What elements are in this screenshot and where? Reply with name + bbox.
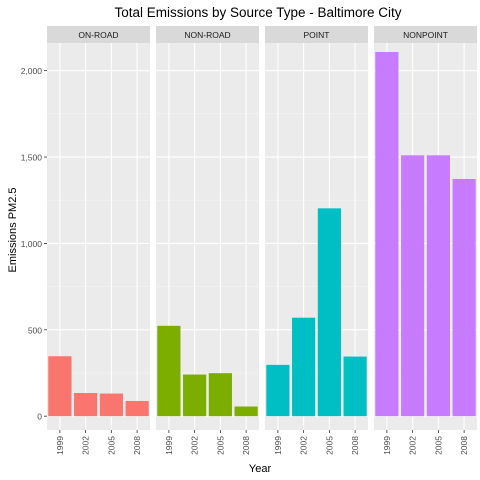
bar: [375, 51, 399, 417]
bar: [292, 317, 316, 417]
y-axis: 0 500 1,000 1,500 2,000: [21, 66, 47, 422]
x-tick-label: 2002: [81, 436, 91, 455]
facet-panel: NONPOINT 1999 2002 2005 2008: [374, 26, 477, 455]
x-tick-label: 1999: [273, 436, 283, 455]
bar: [48, 356, 72, 417]
facet-strip: [47, 26, 150, 43]
bar: [343, 356, 367, 417]
bar: [99, 393, 123, 417]
bar: [426, 155, 450, 417]
x-tick-label: 2002: [299, 436, 309, 455]
x-tick-label: 2005: [324, 436, 334, 455]
x-tick-label: 1999: [55, 436, 65, 455]
bar: [208, 373, 232, 417]
x-tick-label: 2005: [106, 436, 116, 455]
y-tick-label: 2,000: [21, 66, 43, 76]
bar: [452, 178, 476, 417]
x-tick-label: 2008: [350, 436, 360, 455]
chart-title: Total Emissions by Source Type - Baltimo…: [114, 5, 401, 20]
facet-strip: [374, 26, 477, 43]
x-tick-label: 2008: [241, 436, 251, 455]
facet-strip-label: ON-ROAD: [78, 30, 118, 40]
facet-strip: [156, 26, 259, 43]
x-tick-label: 2005: [433, 436, 443, 455]
bar: [401, 155, 425, 417]
facet-strip-label: NON-ROAD: [184, 30, 230, 40]
x-tick-label: 2002: [408, 436, 418, 455]
facet-panel: POINT 1999 2002 2005 2008: [265, 26, 368, 455]
facet-panel: NON-ROAD 1999 2002 2005 2008: [156, 26, 259, 455]
x-tick-label: 1999: [382, 436, 392, 455]
bar: [125, 400, 149, 417]
y-tick-label: 1,500: [21, 153, 43, 163]
bar: [266, 364, 290, 417]
facet-strip: [265, 26, 368, 43]
x-tick-label: 2008: [132, 436, 142, 455]
facet-strip-label: POINT: [304, 30, 330, 40]
y-axis-label: Emissions PM2.5: [7, 188, 19, 273]
bar: [234, 406, 258, 417]
x-tick-label: 2002: [190, 436, 200, 455]
y-tick-label: 500: [28, 325, 42, 335]
x-tick-label: 2008: [459, 436, 469, 455]
x-tick-label: 2005: [215, 436, 225, 455]
bar: [183, 374, 207, 417]
facet-panels: ON-ROAD 1999 2002 2005 2008 NON-ROAD 1999 2002 2…: [47, 26, 477, 455]
x-axis-label: Year: [249, 463, 272, 475]
facet-panel: ON-ROAD 1999 2002 2005 2008: [47, 26, 150, 455]
y-tick-label: 0: [37, 412, 42, 422]
x-tick-label: 1999: [164, 436, 174, 455]
bar: [157, 325, 181, 417]
bar: [317, 208, 341, 417]
bar: [74, 393, 98, 417]
facet-strip-label: NONPOINT: [403, 30, 448, 40]
y-tick-label: 1,000: [21, 239, 43, 249]
